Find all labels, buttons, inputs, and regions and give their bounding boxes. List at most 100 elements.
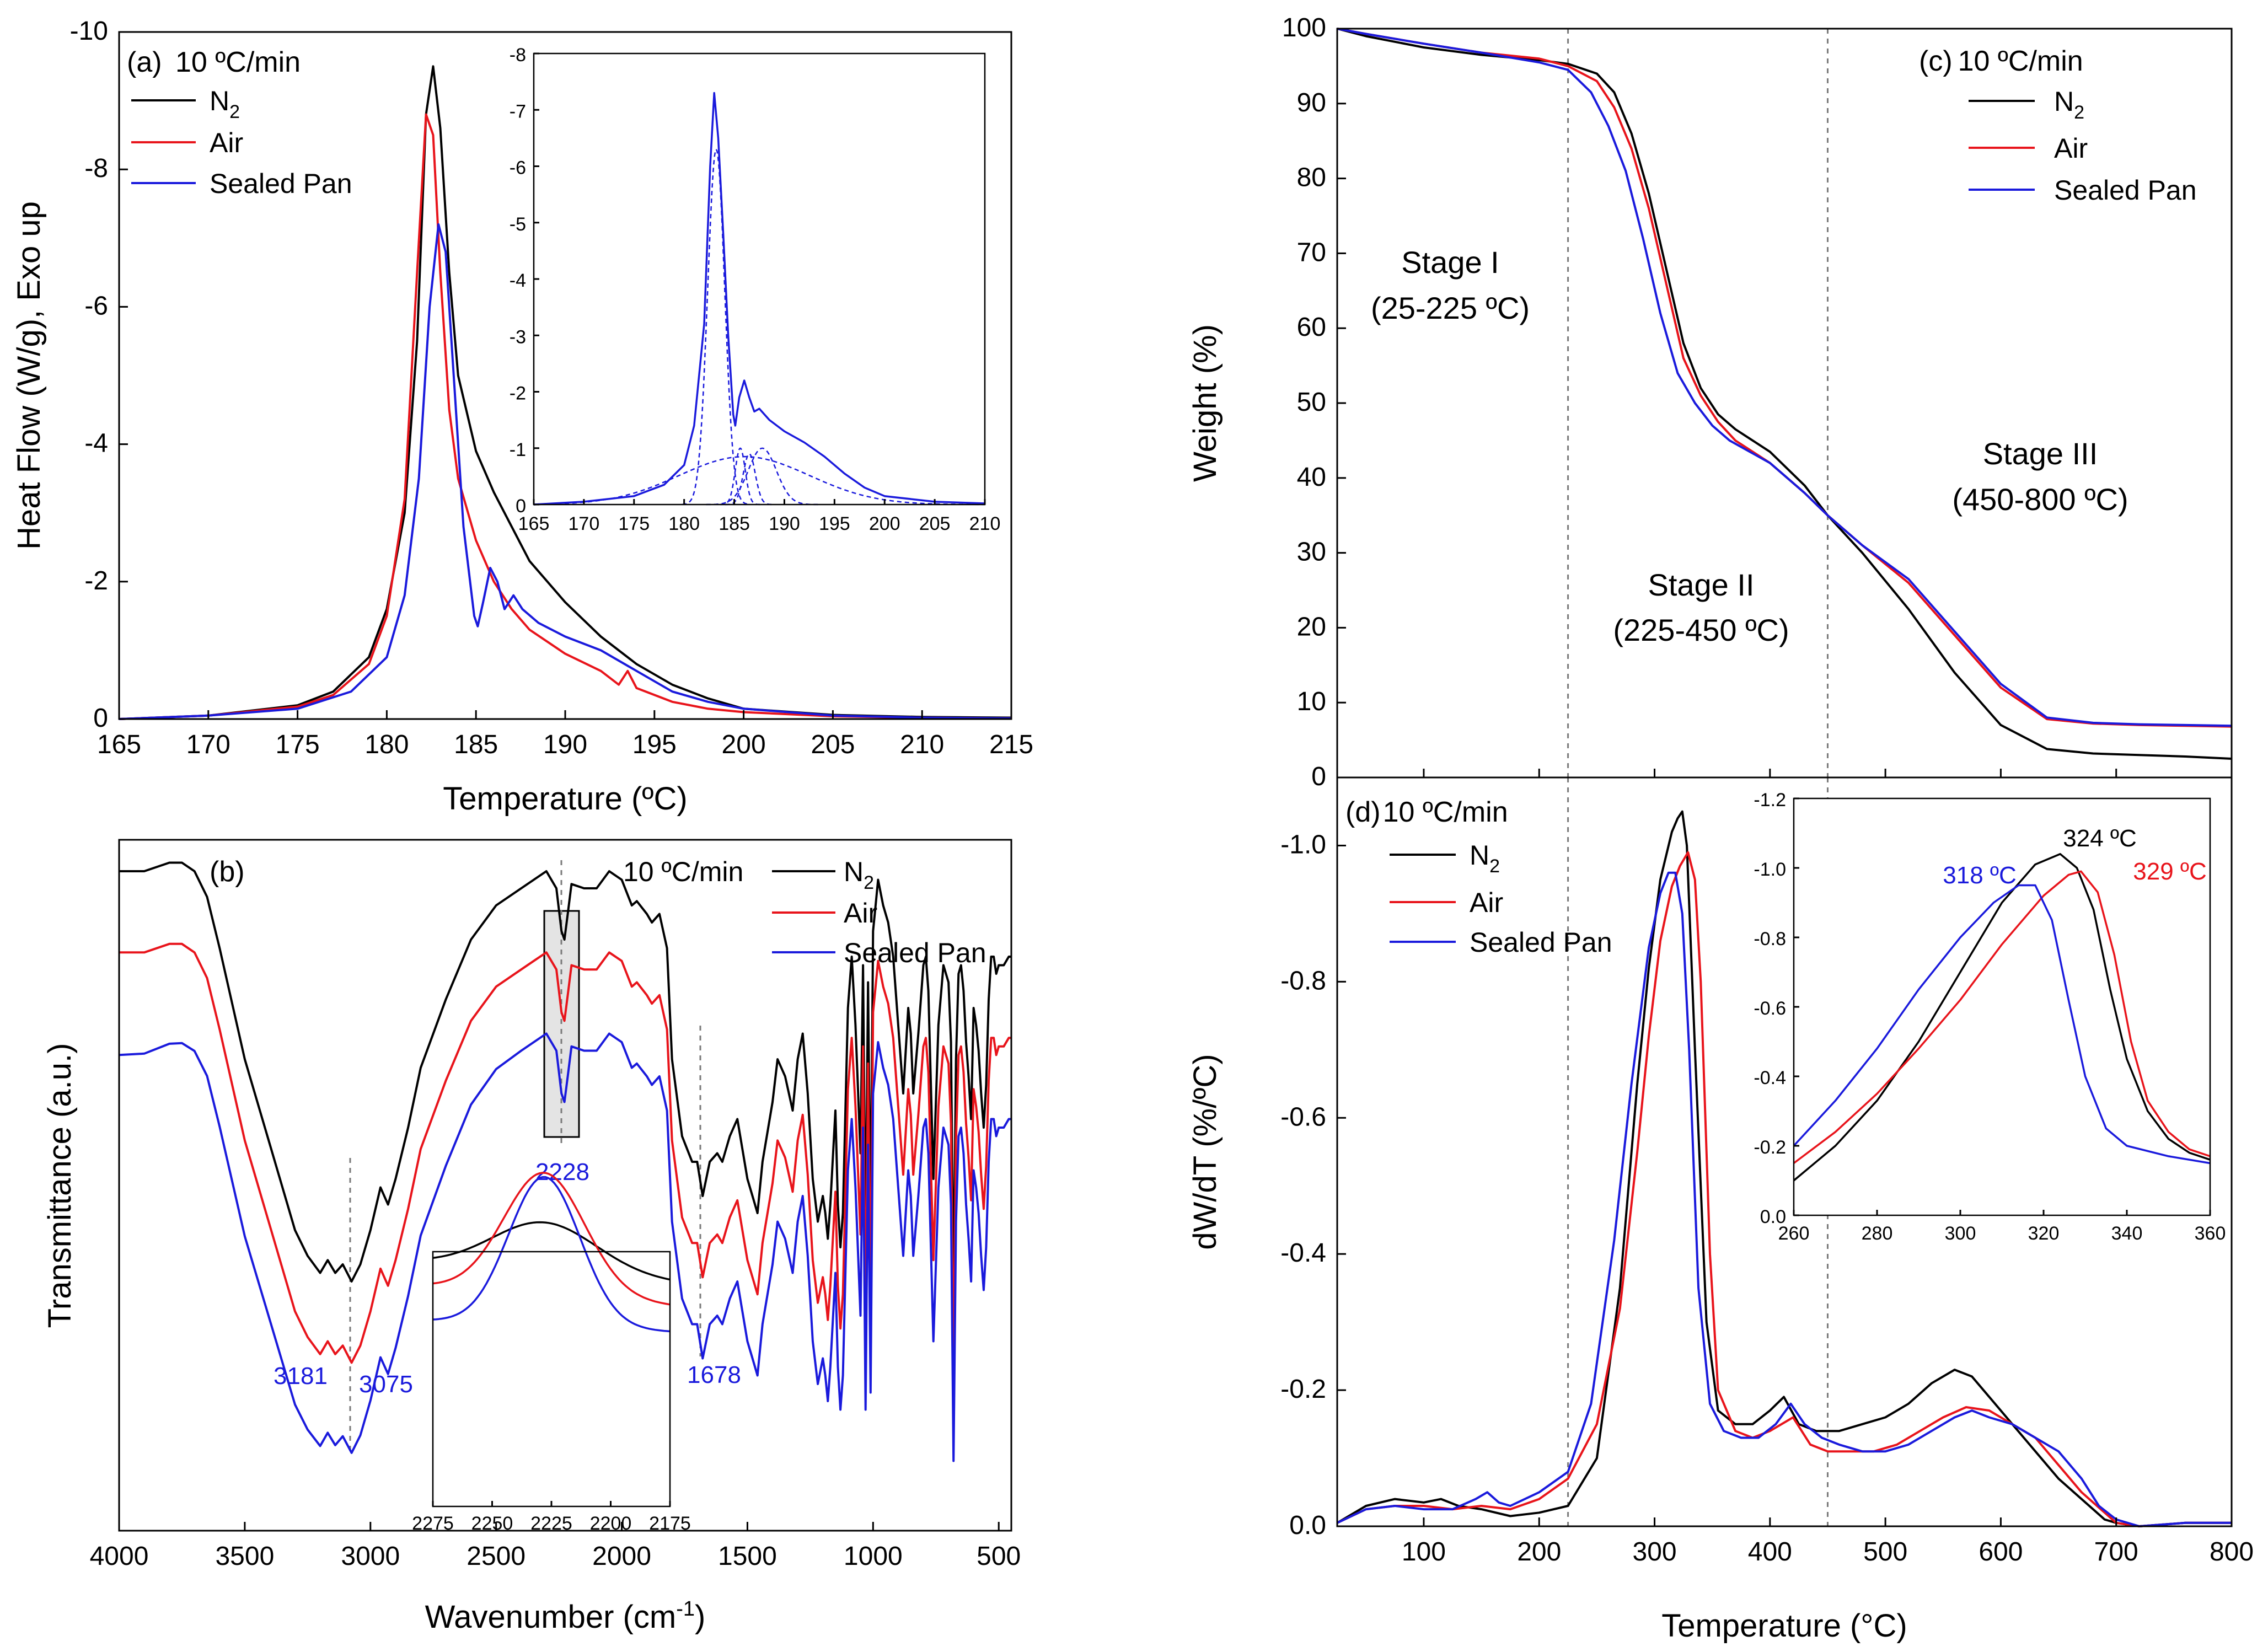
panel-d-tag-label: (d) <box>1345 796 1381 828</box>
panel-a-inset-series <box>533 92 985 506</box>
panel-d-inset-x-tick-label: 260 <box>1778 1223 1810 1244</box>
panel-a-inset-y-tick-label: 0 <box>516 496 526 517</box>
panel-d-y-tick-label: 0.0 <box>1289 1511 1326 1540</box>
panel-b-x-tick-label: 3500 <box>215 1542 274 1571</box>
panel-a-x-tick-label: 185 <box>454 730 498 759</box>
panel-d-line-n2 <box>1336 810 2232 1527</box>
panel-b-inset-x-ticks: 2275 2250 2225 2200 2175 <box>412 1501 691 1534</box>
panel-c-tag-label: (c) <box>1919 45 1953 77</box>
panel-a-inset-x-ticks: 165 170 175 180 185 190 195 200 205 210 <box>518 499 1000 534</box>
panel-d-x-tick-label: 800 <box>2210 1537 2254 1567</box>
panel-a-inset-y-tick-label: -2 <box>510 383 526 404</box>
panel-b-inset-x-tick-label: 2175 <box>649 1513 691 1534</box>
panel-b-x-tick-label: 1500 <box>718 1542 777 1571</box>
panel-c-legend-n2-main: N <box>2054 86 2074 117</box>
panel-d-inset-x-tick-label: 320 <box>2028 1223 2060 1244</box>
panel-d-x-tick-label: 300 <box>1633 1537 1677 1567</box>
panel-d-x-ticks: 100 200 300 400 500 600 700 800 <box>1402 1517 2254 1567</box>
panel-c-y-tick-label: 70 <box>1297 238 1326 267</box>
panel-d-inset-y-tick-label: -1.2 <box>1754 790 1786 811</box>
panel-a-x-tick-label: 165 <box>97 730 141 759</box>
panel-d-legend-n2-main: N <box>1470 840 1489 871</box>
panel-c-stage-2-range: (225-450 ºC) <box>1613 613 1789 647</box>
panel-a-x-tick-label: 215 <box>989 730 1033 759</box>
panel-b-rate-label: 10 ºC/min <box>623 856 743 887</box>
panel-d-legend-air: Air <box>1470 887 1503 918</box>
panel-d-x-tick-label: 500 <box>1863 1537 1907 1567</box>
panel-b-line-sealed <box>119 1032 1011 1462</box>
panel-a-y-tick-label: 0 <box>93 704 108 733</box>
panel-a-inset-y-tick-label: -3 <box>510 326 526 347</box>
panel-a-inset-fit-peak-3 <box>725 453 774 506</box>
panel-a-x-tick-label: 170 <box>186 730 230 759</box>
panel-a-legend-n2-sub: 2 <box>229 101 240 122</box>
panel-a-inset-y-ticks: 0 -1 -2 -3 -4 -5 -6 -7 -8 <box>510 45 539 517</box>
panel-a-y-tick-label: -8 <box>84 154 108 183</box>
panel-c-legend: N2 Air Sealed Pan <box>1969 86 2197 206</box>
panel-c-line-sealed <box>1337 28 2232 727</box>
panel-b-x-tick-label: 4000 <box>90 1542 149 1571</box>
panel-a-y-ticks: 0 -2 -4 -6 -8 -10 <box>70 17 128 733</box>
panel-a-legend-n2: N2 <box>210 85 240 122</box>
panel-b-xlabel-end: ) <box>695 1599 705 1635</box>
panel-d-inset-y-ticks: 0.0 -0.2 -0.4 -0.6 -0.8 -1.0 -1.2 <box>1754 790 1799 1227</box>
panel-b-frame <box>118 839 1012 1532</box>
panel-b-x-tick-label: 2000 <box>592 1542 651 1571</box>
panel-d-inset-peak-air: 329 ºC <box>2133 858 2206 885</box>
panel-c-series <box>1337 28 2232 760</box>
panel-d-inset-peak-n2: 324 ºC <box>2063 825 2136 852</box>
panel-a-inset-x-tick-label: 175 <box>618 513 650 534</box>
panel-a-x-tick-label: 200 <box>722 730 766 759</box>
panel-b-legend-n2: N2 <box>844 856 874 893</box>
panel-b-inset-x-tick-label: 2225 <box>530 1513 572 1534</box>
panel-a-inset-x-tick-label: 190 <box>769 513 800 534</box>
panel-c-y-tick-label: 20 <box>1297 612 1326 641</box>
panel-c-stage-1-range: (25-225 ºC) <box>1371 291 1530 325</box>
panel-b-inset-x-tick-label: 2275 <box>412 1513 454 1534</box>
panel-b-xlabel-sup: -1 <box>676 1597 695 1621</box>
panel-c-stage-1: Stage I <box>1401 245 1499 280</box>
panel-a-legend: N2 Air Sealed Pan <box>131 85 352 199</box>
panel-c-stage-3-range: (450-800 ºC) <box>1952 482 2128 517</box>
panel-d: 100 200 300 400 500 600 700 800 0.0 -0.2 -0.4 -0.6… <box>1187 776 2254 1644</box>
panel-c-stage-3: Stage III <box>1983 436 2098 471</box>
panel-c-y-tick-label: 60 <box>1297 313 1326 342</box>
panel-a-x-ticks: 165 170 175 180 185 190 195 200 205 210 215 <box>97 710 1033 759</box>
panel-a-legend-air: Air <box>210 127 243 158</box>
panel-d-y-tick-label: -0.4 <box>1280 1238 1326 1268</box>
panel-b-x-tick-label: 1000 <box>844 1542 903 1571</box>
panel-b-inset-x-tick-label: 2250 <box>471 1513 513 1534</box>
panel-b-legend-sealed: Sealed Pan <box>844 937 986 968</box>
panel-b-inset-line-air <box>432 1172 671 1306</box>
panel-d-inset-x-ticks: 260 280 300 320 340 360 <box>1778 1210 2226 1244</box>
panel-a-inset-x-tick-label: 165 <box>518 513 550 534</box>
panel-c-y-tick-label: 10 <box>1297 687 1326 716</box>
panel-b-legend-air: Air <box>844 898 877 929</box>
panel-a-line-sealed <box>119 223 1012 720</box>
panel-b-legend-n2-main: N <box>844 856 864 887</box>
panel-a-series <box>119 65 1012 720</box>
panel-a-x-tick-label: 190 <box>543 730 587 759</box>
panel-d-series <box>1336 810 2232 1527</box>
panel-d-inset-bg <box>1794 798 2210 1215</box>
panel-b-annotation-3075: 3075 <box>359 1371 413 1398</box>
panel-a-inset-x-tick-label: 170 <box>569 513 600 534</box>
panel-a-inset-x-tick-label: 205 <box>919 513 951 534</box>
panel-c-legend-air: Air <box>2054 133 2088 164</box>
panel-c-tag: (c) 10 ºC/min <box>1919 45 2083 77</box>
panel-a-rate-label: 10 ºC/min <box>175 46 301 78</box>
panel-a-legend-n2-main: N <box>210 85 229 116</box>
panel-d-inset-line-air <box>1793 870 2211 1164</box>
panel-b-x-ticks: 4000 3500 3000 2500 2000 1500 1000 500 <box>90 1522 1021 1571</box>
panel-a-y-tick-label: -10 <box>70 17 108 46</box>
panel-a-inset-x-tick-label: 185 <box>719 513 750 534</box>
panel-d-legend-n2: N2 <box>1470 840 1500 877</box>
panel-b-xlabel: Wavenumber (cm-1) <box>425 1597 706 1635</box>
panel-c-legend-sealed: Sealed Pan <box>2054 175 2197 206</box>
panel-b-inset-line-n2 <box>432 1221 671 1281</box>
panel-a-inset-y-tick-label: -7 <box>510 101 526 122</box>
panel-c-y-tick-label: 90 <box>1297 88 1326 117</box>
panel-a-line-n2 <box>119 65 1012 720</box>
panel-b-tag: (b) <box>210 856 245 888</box>
panel-c-y-tick-label: 100 <box>1282 13 1326 42</box>
